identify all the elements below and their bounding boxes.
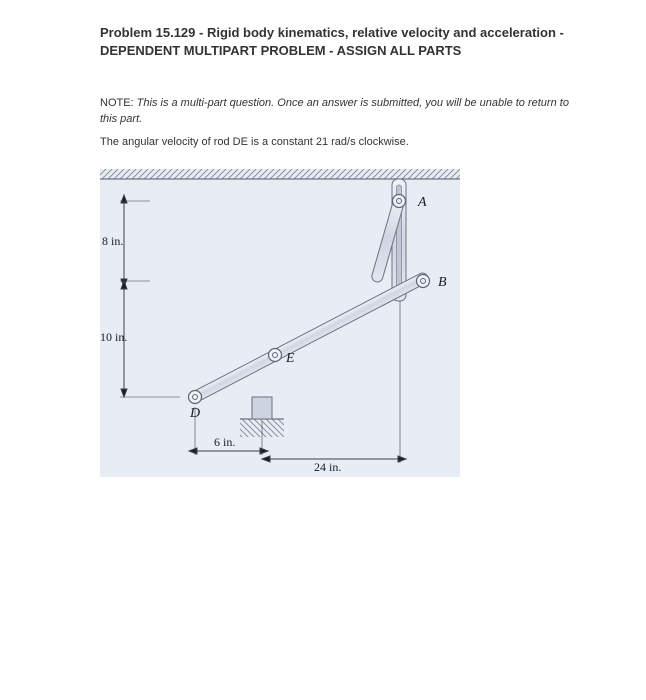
label-b: B bbox=[438, 275, 447, 290]
rod-deb bbox=[187, 271, 430, 405]
problem-title: Problem 15.129 - Rigid body kinematics, … bbox=[100, 24, 586, 60]
joint-a bbox=[393, 194, 406, 207]
title-line-2: DEPENDENT MULTIPART PROBLEM - ASSIGN ALL… bbox=[100, 43, 461, 58]
dim-24in: 24 in. bbox=[314, 460, 341, 474]
joint-d bbox=[189, 390, 202, 403]
joint-b bbox=[417, 274, 430, 287]
label-d: D bbox=[189, 406, 200, 421]
dim-8in: 8 in. bbox=[102, 234, 123, 248]
dim-10in: 10 in. bbox=[100, 330, 127, 344]
joint-e bbox=[269, 348, 282, 361]
note-block: NOTE: This is a multi-part question. Onc… bbox=[100, 96, 586, 127]
note-text: This is a multi-part question. Once an a… bbox=[100, 97, 569, 124]
kinematics-figure: A B D E 8 in. 10 in. bbox=[100, 169, 460, 477]
label-a: A bbox=[417, 195, 427, 210]
note-label: NOTE: bbox=[100, 97, 137, 109]
dim-6in: 6 in. bbox=[214, 435, 235, 449]
label-e: E bbox=[285, 351, 295, 366]
title-line-1: Problem 15.129 - Rigid body kinematics, … bbox=[100, 25, 564, 40]
problem-description: The angular velocity of rod DE is a cons… bbox=[100, 135, 586, 150]
pin-support bbox=[252, 397, 272, 419]
top-wall bbox=[100, 169, 460, 179]
